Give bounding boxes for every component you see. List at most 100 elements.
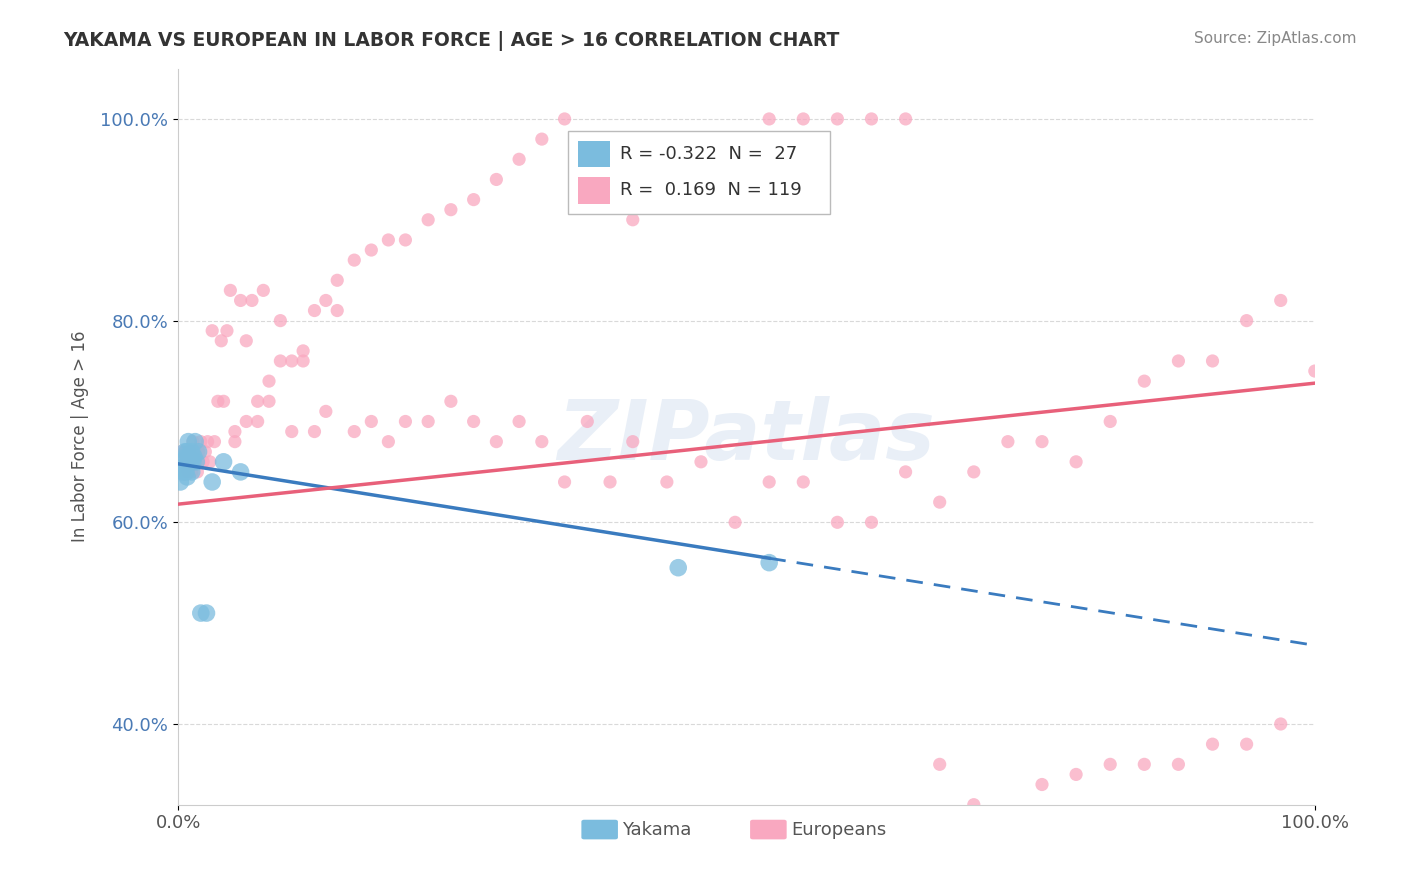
- Point: [281, 354, 304, 368]
- Point: [485, 434, 508, 449]
- Point: [599, 475, 621, 489]
- Text: R = -0.322  N =  27: R = -0.322 N = 27: [620, 145, 797, 163]
- Point: [394, 233, 416, 247]
- Point: [180, 465, 202, 479]
- Point: [792, 112, 814, 126]
- Point: [315, 404, 337, 418]
- Point: [177, 455, 200, 469]
- Point: [174, 444, 197, 458]
- Point: [176, 444, 198, 458]
- Point: [212, 455, 235, 469]
- Point: [224, 434, 246, 449]
- Text: Europeans: Europeans: [790, 821, 886, 838]
- Point: [1099, 757, 1122, 772]
- Point: [209, 334, 232, 348]
- Point: [666, 560, 689, 574]
- Point: [1201, 737, 1223, 751]
- Point: [170, 444, 193, 458]
- Point: [690, 142, 713, 156]
- Point: [440, 202, 463, 217]
- Point: [343, 425, 366, 439]
- Point: [530, 434, 553, 449]
- Point: [186, 465, 208, 479]
- Text: ZIPatlas: ZIPatlas: [558, 396, 935, 477]
- Point: [173, 465, 195, 479]
- Point: [184, 444, 207, 458]
- Point: [463, 193, 485, 207]
- Point: [180, 455, 202, 469]
- Y-axis label: In Labor Force | Age > 16: In Labor Force | Age > 16: [72, 331, 89, 542]
- Text: YAKAMA VS EUROPEAN IN LABOR FORCE | AGE > 16 CORRELATION CHART: YAKAMA VS EUROPEAN IN LABOR FORCE | AGE …: [63, 31, 839, 51]
- Point: [860, 112, 883, 126]
- Point: [204, 434, 226, 449]
- Point: [576, 415, 599, 429]
- Point: [179, 444, 201, 458]
- Point: [758, 556, 780, 570]
- Point: [1201, 354, 1223, 368]
- Point: [1167, 354, 1189, 368]
- Point: [184, 434, 207, 449]
- Point: [894, 465, 917, 479]
- Point: [1031, 434, 1053, 449]
- Point: [257, 374, 280, 388]
- Point: [655, 153, 678, 167]
- Point: [180, 444, 202, 458]
- Point: [928, 757, 950, 772]
- Point: [326, 273, 349, 287]
- Point: [292, 354, 315, 368]
- Point: [219, 284, 242, 298]
- Point: [252, 284, 274, 298]
- Point: [201, 475, 224, 489]
- Point: [418, 212, 440, 227]
- Point: [827, 516, 849, 530]
- Point: [1167, 757, 1189, 772]
- Point: [281, 425, 304, 439]
- Point: [181, 455, 204, 469]
- Point: [197, 434, 219, 449]
- Point: [176, 455, 198, 469]
- Point: [1064, 455, 1087, 469]
- Point: [188, 455, 211, 469]
- Point: [440, 394, 463, 409]
- Point: [198, 455, 221, 469]
- Point: [187, 444, 209, 458]
- Point: [235, 334, 257, 348]
- Point: [179, 450, 201, 464]
- Point: [894, 112, 917, 126]
- Point: [224, 425, 246, 439]
- Point: [177, 434, 200, 449]
- Point: [169, 475, 191, 489]
- Point: [315, 293, 337, 308]
- Point: [174, 450, 197, 464]
- Point: [690, 455, 713, 469]
- Point: [235, 415, 257, 429]
- Point: [1303, 364, 1326, 378]
- Text: R =  0.169  N = 119: R = 0.169 N = 119: [620, 181, 801, 200]
- Point: [554, 112, 576, 126]
- Point: [304, 425, 326, 439]
- Point: [269, 313, 291, 327]
- Point: [173, 459, 195, 474]
- Point: [186, 455, 208, 469]
- Text: Yakama: Yakama: [621, 821, 692, 838]
- Point: [229, 293, 252, 308]
- Point: [246, 415, 269, 429]
- Point: [508, 415, 530, 429]
- Point: [174, 455, 197, 469]
- Point: [229, 465, 252, 479]
- Point: [246, 394, 269, 409]
- Point: [207, 394, 229, 409]
- Point: [174, 444, 197, 458]
- Point: [194, 444, 217, 458]
- Point: [1133, 374, 1156, 388]
- Point: [860, 516, 883, 530]
- Point: [180, 455, 202, 469]
- Point: [997, 818, 1019, 832]
- Point: [758, 112, 780, 126]
- Point: [1270, 717, 1292, 731]
- Point: [377, 233, 399, 247]
- Point: [360, 243, 382, 257]
- Point: [1099, 415, 1122, 429]
- Point: [360, 415, 382, 429]
- Point: [240, 293, 263, 308]
